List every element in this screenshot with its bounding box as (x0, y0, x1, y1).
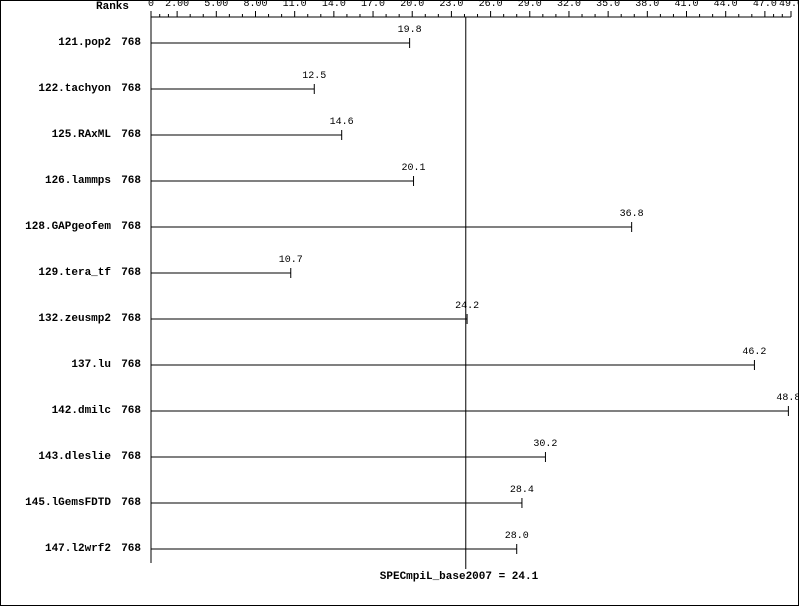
row-ranks: 768 (111, 267, 141, 279)
axis-tick-label: 32.0 (554, 0, 584, 10)
row-value: 36.8 (615, 209, 649, 220)
row-ranks: 768 (111, 83, 141, 95)
row-ranks: 768 (111, 543, 141, 555)
axis-tick-label: 49.0 (776, 0, 799, 10)
row-value: 20.1 (397, 163, 431, 174)
row-name: 126.lammps (11, 175, 111, 187)
row-ranks: 768 (111, 451, 141, 463)
row-value: 30.2 (528, 439, 562, 450)
row-name: 142.dmilc (11, 405, 111, 417)
row-value: 24.2 (450, 301, 484, 312)
axis-tick-label: 8.00 (240, 0, 270, 10)
axis-tick-label: 2.00 (162, 0, 192, 10)
row-name: 121.pop2 (11, 37, 111, 49)
row-value: 12.5 (297, 71, 331, 82)
row-value: 28.0 (500, 531, 534, 542)
row-ranks: 768 (111, 405, 141, 417)
row-name: 132.zeusmp2 (11, 313, 111, 325)
axis-tick-label: 29.0 (515, 0, 545, 10)
axis-tick-label: 44.0 (711, 0, 741, 10)
row-ranks: 768 (111, 175, 141, 187)
row-value: 14.6 (325, 117, 359, 128)
row-value: 28.4 (505, 485, 539, 496)
axis-tick-label: 14.0 (319, 0, 349, 10)
axis-tick-label: 5.00 (201, 0, 231, 10)
axis-tick-label: 23.0 (436, 0, 466, 10)
row-name: 143.dleslie (11, 451, 111, 463)
row-name: 128.GAPgeofem (11, 221, 111, 233)
row-ranks: 768 (111, 221, 141, 233)
row-ranks: 768 (111, 497, 141, 509)
axis-tick-label: 38.0 (632, 0, 662, 10)
baseline-label: SPECmpiL_base2007 = 24.1 (380, 571, 580, 583)
axis-tick-label: 20.0 (397, 0, 427, 10)
row-ranks: 768 (111, 129, 141, 141)
row-name: 122.tachyon (11, 83, 111, 95)
row-ranks: 768 (111, 313, 141, 325)
row-name: 147.l2wrf2 (11, 543, 111, 555)
row-name: 125.RAxML (11, 129, 111, 141)
axis-tick-label: 41.0 (672, 0, 702, 10)
axis-tick-label: 11.0 (280, 0, 310, 10)
row-value: 48.8 (771, 393, 799, 404)
axis-tick-label: 35.0 (593, 0, 623, 10)
axis-tick-label: 17.0 (358, 0, 388, 10)
row-ranks: 768 (111, 37, 141, 49)
axis-tick-label: 26.0 (476, 0, 506, 10)
row-value: 19.8 (393, 25, 427, 36)
row-name: 145.lGemsFDTD (11, 497, 111, 509)
row-value: 46.2 (737, 347, 771, 358)
row-ranks: 768 (111, 359, 141, 371)
row-name: 137.lu (11, 359, 111, 371)
spec-chart: 02.005.008.0011.014.017.020.023.026.029.… (0, 0, 799, 606)
ranks-header: Ranks (96, 1, 146, 13)
row-name: 129.tera_tf (11, 267, 111, 279)
row-value: 10.7 (274, 255, 308, 266)
